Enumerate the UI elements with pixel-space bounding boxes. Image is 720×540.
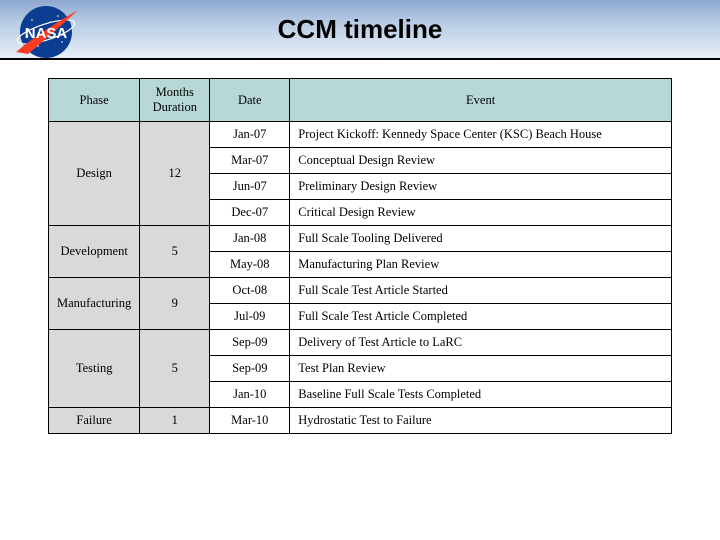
nasa-logo: NASA [10, 2, 82, 62]
col-header-phase: Phase [49, 79, 140, 122]
date-cell: Dec-07 [210, 200, 290, 226]
duration-cell: 1 [140, 408, 210, 434]
table-row: Design12Jan-07Project Kickoff: Kennedy S… [49, 122, 672, 148]
event-cell: Full Scale Tooling Delivered [290, 226, 672, 252]
phase-cell: Design [49, 122, 140, 226]
date-cell: Jun-07 [210, 174, 290, 200]
col-header-date: Date [210, 79, 290, 122]
event-cell: Hydrostatic Test to Failure [290, 408, 672, 434]
table-row: Testing5Sep-09Delivery of Test Article t… [49, 330, 672, 356]
phase-cell: Testing [49, 330, 140, 408]
table-row: Failure1Mar-10Hydrostatic Test to Failur… [49, 408, 672, 434]
timeline-table: Phase Months Duration Date Event Design1… [48, 78, 672, 434]
date-cell: Jan-10 [210, 382, 290, 408]
event-cell: Delivery of Test Article to LaRC [290, 330, 672, 356]
slide-header: NASA CCM timeline [0, 0, 720, 60]
duration-cell: 12 [140, 122, 210, 226]
event-cell: Baseline Full Scale Tests Completed [290, 382, 672, 408]
event-cell: Test Plan Review [290, 356, 672, 382]
date-cell: May-08 [210, 252, 290, 278]
phase-cell: Failure [49, 408, 140, 434]
table-body: Design12Jan-07Project Kickoff: Kennedy S… [49, 122, 672, 434]
slide-title: CCM timeline [0, 14, 720, 45]
date-cell: Jul-09 [210, 304, 290, 330]
event-cell: Full Scale Test Article Completed [290, 304, 672, 330]
event-cell: Full Scale Test Article Started [290, 278, 672, 304]
duration-cell: 9 [140, 278, 210, 330]
table-header-row: Phase Months Duration Date Event [49, 79, 672, 122]
phase-cell: Manufacturing [49, 278, 140, 330]
event-cell: Critical Design Review [290, 200, 672, 226]
logo-text: NASA [25, 25, 68, 42]
duration-cell: 5 [140, 226, 210, 278]
table-row: Development5Jan-08Full Scale Tooling Del… [49, 226, 672, 252]
date-cell: Jan-07 [210, 122, 290, 148]
event-cell: Preliminary Design Review [290, 174, 672, 200]
phase-cell: Development [49, 226, 140, 278]
table-row: Manufacturing9Oct-08Full Scale Test Arti… [49, 278, 672, 304]
table-container: Phase Months Duration Date Event Design1… [0, 60, 720, 434]
event-cell: Project Kickoff: Kennedy Space Center (K… [290, 122, 672, 148]
date-cell: Mar-10 [210, 408, 290, 434]
date-cell: Sep-09 [210, 356, 290, 382]
event-cell: Conceptual Design Review [290, 148, 672, 174]
col-header-event: Event [290, 79, 672, 122]
date-cell: Sep-09 [210, 330, 290, 356]
date-cell: Mar-07 [210, 148, 290, 174]
date-cell: Oct-08 [210, 278, 290, 304]
duration-cell: 5 [140, 330, 210, 408]
date-cell: Jan-08 [210, 226, 290, 252]
event-cell: Manufacturing Plan Review [290, 252, 672, 278]
col-header-duration: Months Duration [140, 79, 210, 122]
